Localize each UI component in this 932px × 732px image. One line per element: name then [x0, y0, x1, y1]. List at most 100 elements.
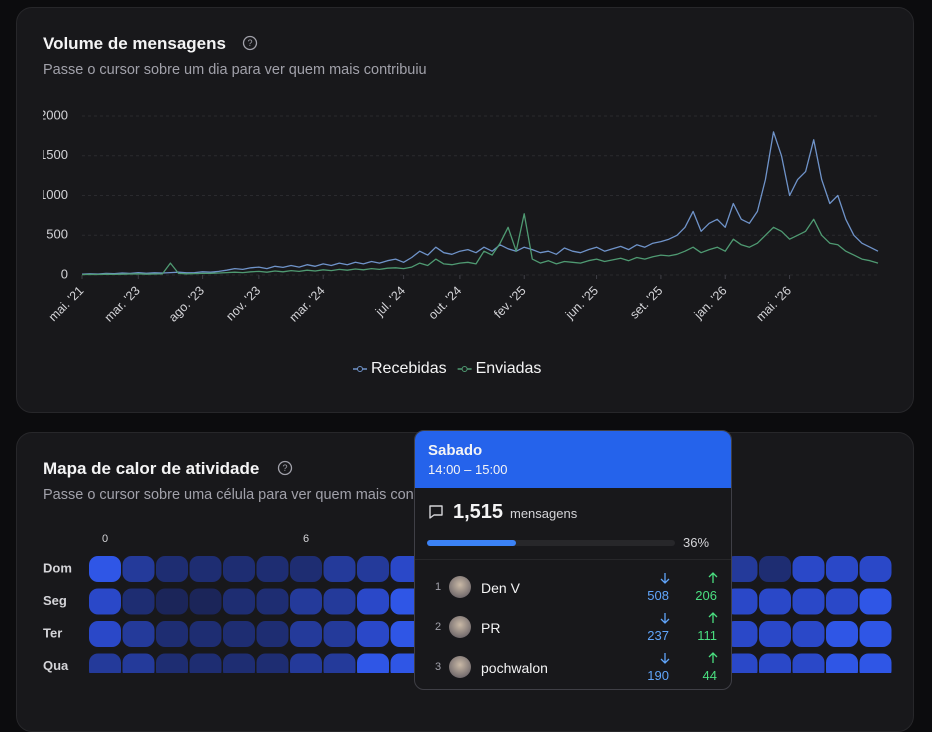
heat-cell[interactable] — [256, 621, 289, 647]
x-tick-label: mai. '26 — [753, 284, 794, 325]
heat-cell[interactable] — [792, 588, 825, 615]
heat-cell[interactable] — [357, 653, 389, 674]
heat-cell[interactable] — [323, 621, 356, 647]
heat-cell[interactable] — [223, 621, 255, 647]
heat-cell[interactable] — [357, 621, 389, 647]
svg-text:?: ? — [247, 38, 252, 48]
legend-swatch — [461, 366, 468, 372]
x-tick-label: out. '24 — [426, 284, 465, 323]
progress-track — [427, 540, 675, 546]
x-tick-label: nov. '23 — [223, 284, 263, 324]
heat-cell[interactable] — [759, 621, 791, 647]
y-tick-label: 2000 — [43, 107, 68, 122]
heat-cell[interactable] — [223, 588, 255, 615]
user-name: Den V — [481, 580, 520, 596]
heat-cell[interactable] — [156, 556, 188, 582]
heat-cell[interactable] — [725, 653, 758, 674]
heat-cell[interactable] — [725, 621, 758, 647]
heat-cell[interactable] — [859, 556, 892, 582]
heat-cell[interactable] — [859, 621, 892, 647]
arrow-icon — [660, 613, 670, 624]
heat-cell[interactable] — [792, 556, 825, 582]
heat-cell[interactable] — [189, 556, 222, 582]
legend-label: Recebidas — [371, 360, 447, 377]
x-tick-label: mai. '21 — [46, 284, 87, 325]
avatar — [449, 616, 471, 638]
heat-cell[interactable] — [290, 653, 322, 674]
heat-cell[interactable] — [89, 653, 121, 674]
user-name: PR — [481, 620, 501, 636]
received: 237 — [647, 628, 669, 643]
heat-cell[interactable] — [759, 556, 791, 582]
heat-cell[interactable] — [256, 653, 289, 674]
heat-cell[interactable] — [357, 556, 389, 582]
divider — [415, 559, 731, 560]
heat-cell[interactable] — [156, 621, 188, 647]
sent: 111 — [697, 628, 717, 643]
heat-cell[interactable] — [122, 653, 155, 674]
arrow-up — [708, 571, 718, 589]
heatmap-title: Mapa de calor de atividade — [43, 459, 260, 478]
x-tick-label: jun. '25 — [562, 284, 601, 323]
heat-cell[interactable] — [323, 653, 356, 674]
heat-cell[interactable] — [156, 653, 188, 674]
sent: 44 — [702, 668, 717, 683]
y-tick-label: 0 — [61, 266, 68, 281]
heat-cell[interactable] — [89, 588, 121, 615]
day-label: Dom — [43, 560, 72, 575]
avatar — [449, 576, 471, 598]
heat-cell[interactable] — [792, 621, 825, 647]
arrow-icon — [660, 573, 670, 584]
heat-cell[interactable] — [122, 621, 155, 647]
svg-text:?: ? — [282, 463, 287, 473]
volume-card — [16, 7, 914, 413]
heat-cell[interactable] — [725, 556, 758, 582]
legend-swatch — [357, 366, 363, 372]
heat-cell[interactable] — [189, 588, 222, 615]
heat-cell[interactable] — [122, 556, 155, 582]
heat-cell[interactable] — [223, 556, 255, 582]
hour-label: 6 — [303, 533, 309, 545]
x-tick-label: jan. '26 — [691, 284, 730, 323]
help-icon[interactable]: ? — [277, 460, 293, 476]
arrow-up — [708, 651, 718, 669]
user-name: pochwalon — [481, 660, 548, 676]
heat-cell[interactable] — [792, 653, 825, 674]
heat-cell[interactable] — [357, 588, 389, 615]
heat-cell[interactable] — [189, 621, 222, 647]
x-tick-label: mar. '24 — [287, 284, 328, 325]
heat-cell[interactable] — [826, 588, 858, 615]
heat-cell[interactable] — [826, 653, 858, 674]
heat-cell[interactable] — [122, 588, 155, 615]
progress-bar — [427, 540, 517, 546]
heat-cell[interactable] — [759, 653, 791, 674]
heat-cell[interactable] — [256, 556, 289, 582]
heat-cell[interactable] — [826, 621, 858, 647]
heat-cell[interactable] — [89, 621, 121, 647]
day-label: Qua — [43, 658, 69, 673]
user-rank: 1 — [435, 581, 442, 593]
heat-cell[interactable] — [189, 653, 222, 674]
x-tick-label: jul. '24 — [372, 284, 408, 320]
heat-cell[interactable] — [290, 588, 322, 615]
volume-title: Volume de mensagens — [43, 34, 226, 53]
user-rank: 3 — [435, 661, 442, 673]
help-icon[interactable]: ? — [242, 35, 258, 51]
heat-cell[interactable] — [323, 556, 356, 582]
heat-cell[interactable] — [323, 588, 356, 615]
heat-cell[interactable] — [859, 653, 892, 674]
heat-cell[interactable] — [725, 588, 758, 615]
heat-cell[interactable] — [859, 588, 892, 615]
day-label: Ter — [43, 625, 62, 640]
legend-label: Enviadas — [476, 360, 542, 377]
arrow-down — [660, 651, 670, 669]
heat-cell[interactable] — [759, 588, 791, 615]
arrow-icon — [708, 652, 718, 663]
heat-cell[interactable] — [290, 556, 322, 582]
heat-cell[interactable] — [223, 653, 255, 674]
heat-cell[interactable] — [290, 621, 322, 647]
heat-cell[interactable] — [256, 588, 289, 615]
heat-cell[interactable] — [156, 588, 188, 615]
heat-cell[interactable] — [89, 556, 121, 582]
heat-cell[interactable] — [826, 556, 858, 582]
